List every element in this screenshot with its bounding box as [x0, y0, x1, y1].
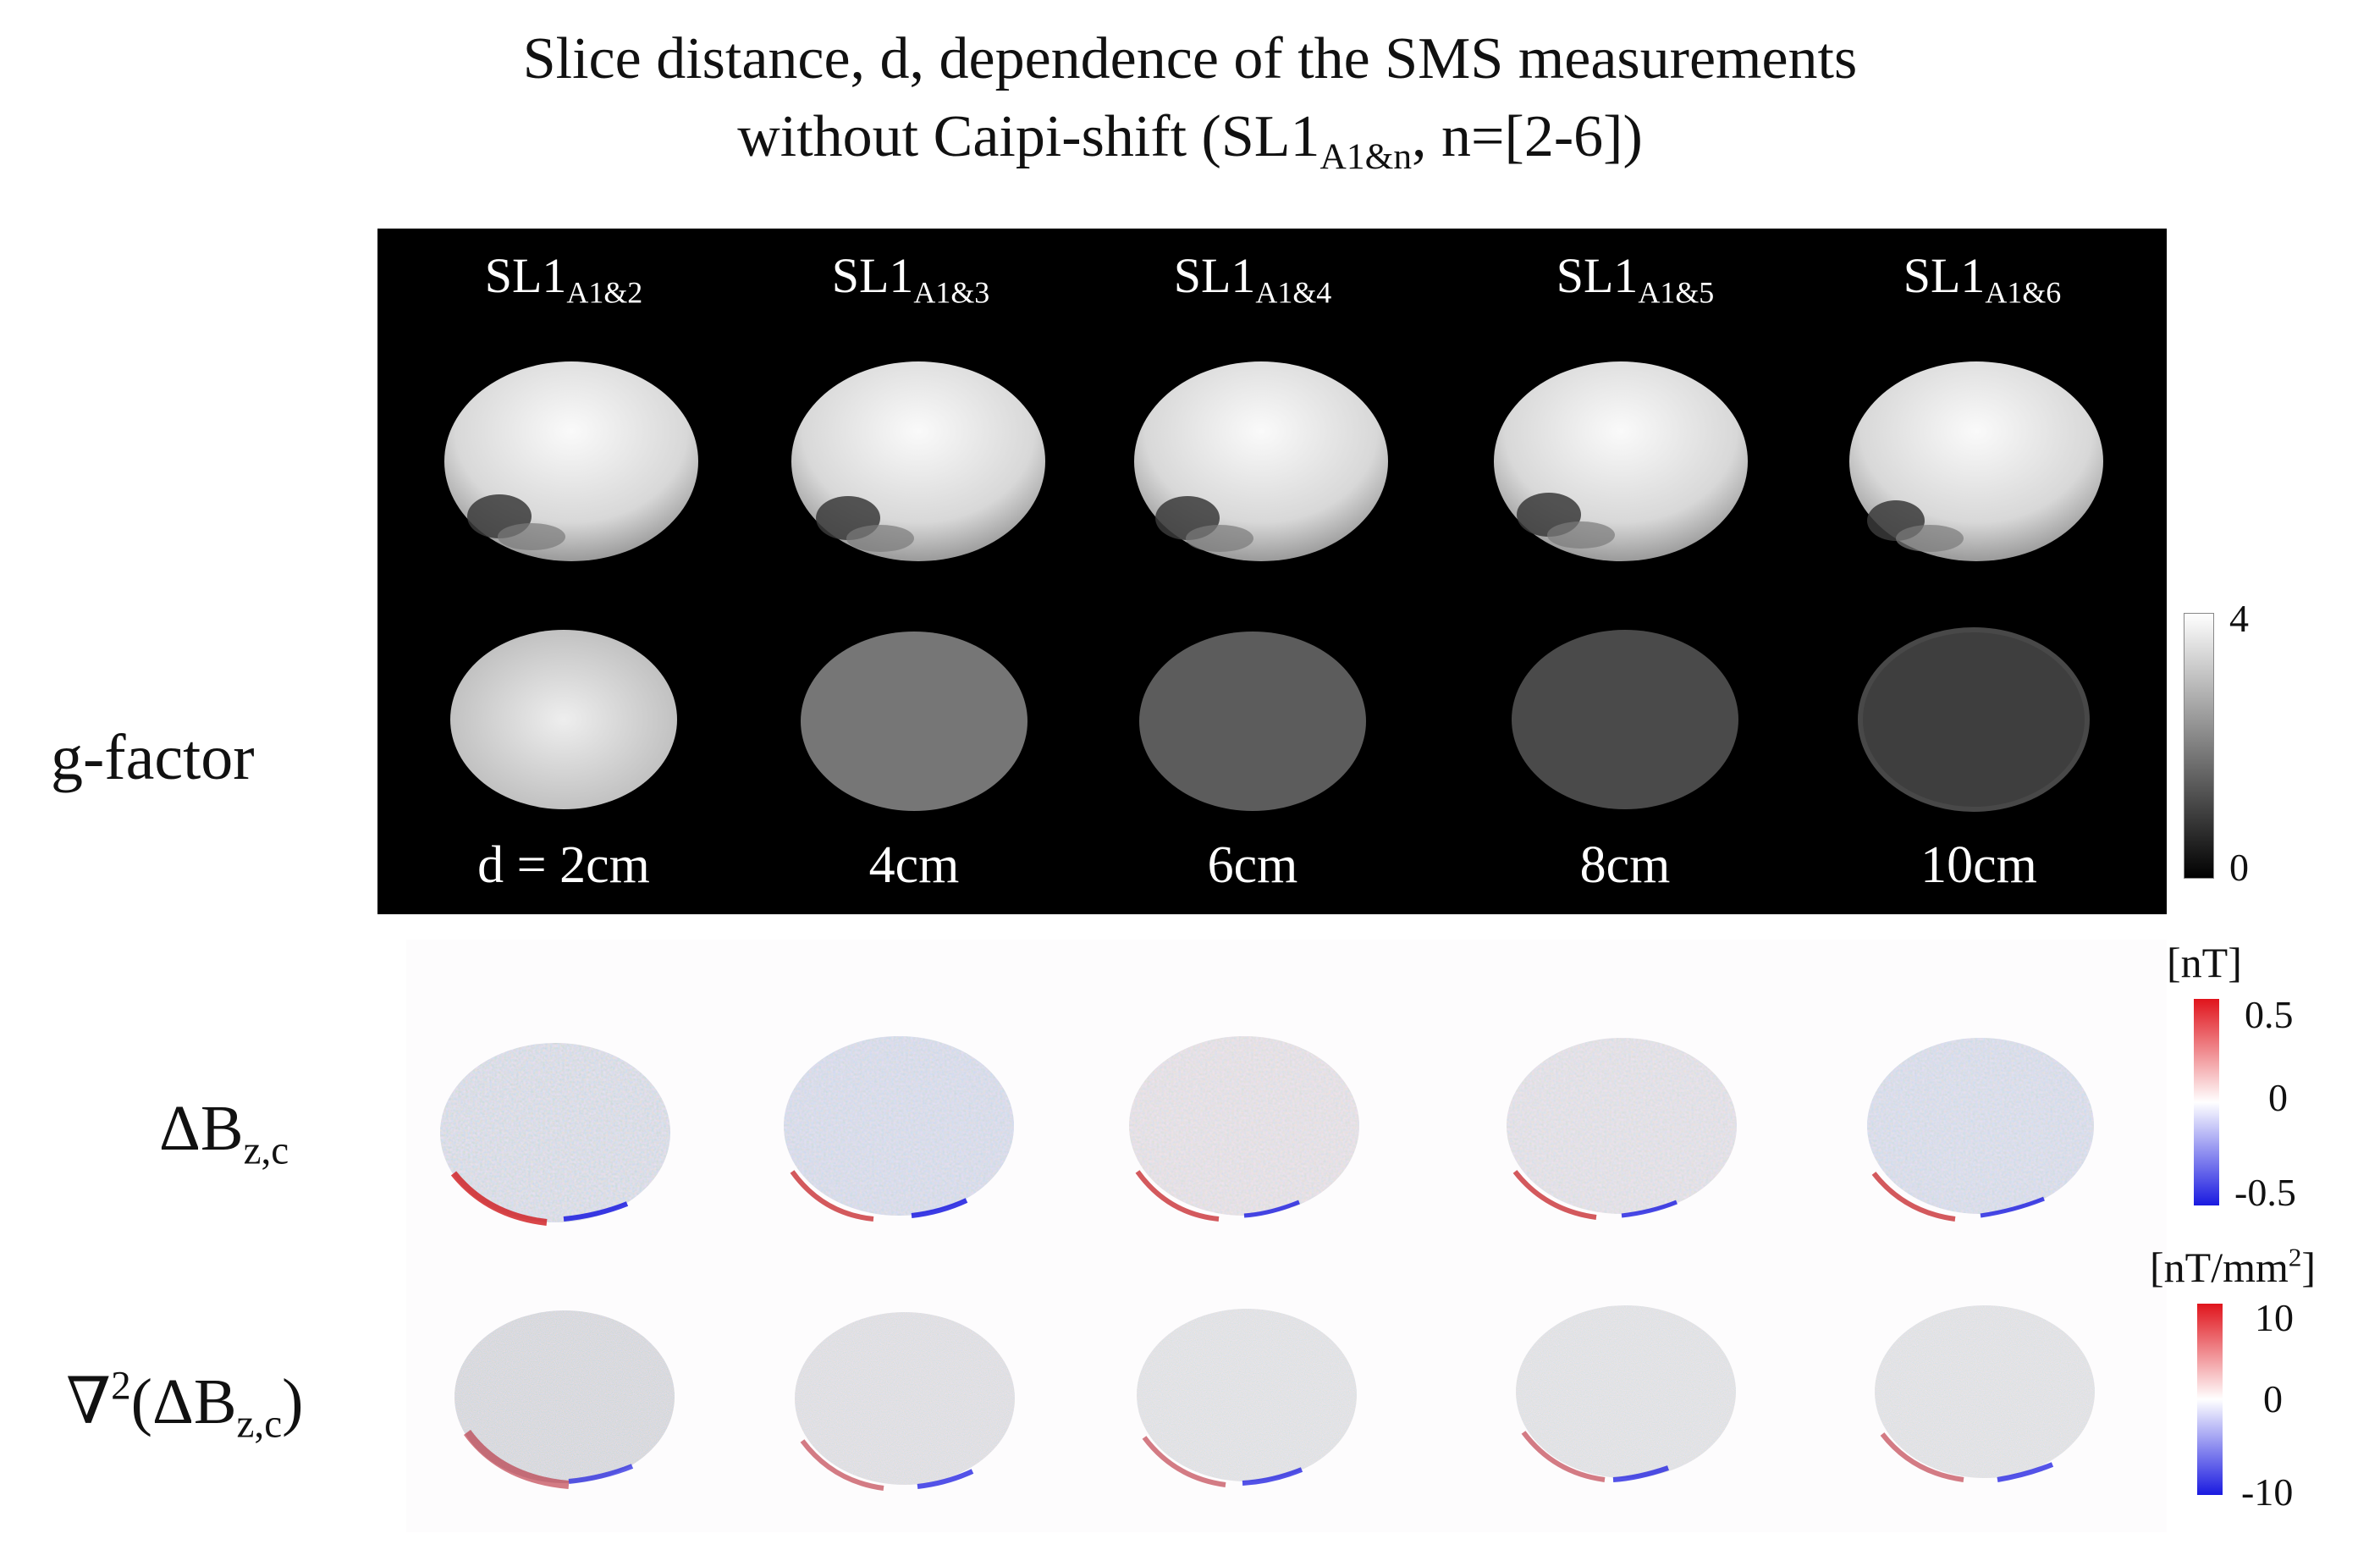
dbz-map-1	[440, 1043, 670, 1226]
column-label-2: SL1A1&3	[831, 248, 990, 310]
column-label-5: SL1A1&6	[1903, 248, 2062, 310]
laplacian-colorbar-max: 10	[2255, 1296, 2294, 1339]
laplacian-map-3	[1137, 1309, 1357, 1487]
distance-label-3: 6cm	[1207, 836, 1298, 894]
gfactor-colorbar	[2184, 613, 2214, 879]
gfactor-map-4	[1512, 630, 1738, 809]
dbz-colorbar-min: -0.5	[2234, 1171, 2296, 1214]
dbz-map-2	[784, 1036, 1014, 1222]
dbz-map-4	[1507, 1038, 1737, 1220]
laplacian-map-2	[795, 1312, 1015, 1491]
column-label-3: SL1A1&4	[1173, 248, 1332, 310]
dbz-map-5	[1867, 1038, 2094, 1222]
dbz-map-3	[1129, 1036, 1359, 1222]
magnitude-image-4	[1494, 361, 1748, 561]
laplacian-colorbar	[2197, 1304, 2223, 1495]
title-subscript: A1&n	[1319, 136, 1413, 178]
figure-title-line-1: Slice distance, d, dependence of the SMS…	[522, 26, 1858, 91]
distance-label-4: 8cm	[1579, 836, 1671, 894]
dbz-colorbar-unit: [nT]	[2167, 939, 2242, 986]
laplacian-map-5	[1875, 1305, 2095, 1482]
gfactor-map-2	[801, 632, 1027, 811]
row-label-laplacian: ∇2(ΔBz,c)	[66, 1364, 304, 1447]
magnitude-image-1	[444, 361, 698, 561]
laplacian-colorbar-min: -10	[2241, 1470, 2294, 1514]
dbz-colorbar	[2194, 999, 2219, 1205]
magnitude-image-5	[1849, 361, 2103, 561]
magnitude-image-3	[1134, 361, 1388, 561]
gfactor-map-5	[1858, 627, 2090, 812]
row-label-dbz: ΔBz,c	[159, 1093, 289, 1173]
distance-label-5: 10cm	[1920, 836, 2037, 894]
laplacian-map-1	[455, 1310, 675, 1489]
column-label-1: SL1A1&2	[484, 248, 643, 310]
figure-title-line-2: without Caipi-shift (SL1A1&n, n=[2-6])	[0, 103, 2380, 175]
column-label-4: SL1A1&5	[1556, 248, 1715, 310]
gfactor-map-3	[1139, 632, 1366, 811]
laplacian-colorbar-mid: 0	[2263, 1377, 2283, 1420]
magnitude-image-2	[791, 361, 1045, 561]
title-prefix: without Caipi-shift (SL1	[737, 104, 1320, 169]
laplacian-map-4	[1516, 1305, 1736, 1482]
title-suffix: , n=[2-6])	[1412, 104, 1643, 169]
distance-label-2: 4cm	[868, 836, 960, 894]
row-label-gfactor: g-factor	[51, 722, 255, 793]
gfactor-map-1	[450, 630, 677, 809]
gfactor-colorbar-max: 4	[2229, 597, 2249, 640]
distance-label-1: d = 2cm	[477, 836, 650, 894]
dbz-colorbar-mid: 0	[2268, 1076, 2288, 1119]
laplacian-colorbar-unit: [nT/mm2]	[2150, 1242, 2317, 1291]
dbz-colorbar-max: 0.5	[2245, 993, 2294, 1036]
gfactor-colorbar-min: 0	[2229, 846, 2249, 889]
